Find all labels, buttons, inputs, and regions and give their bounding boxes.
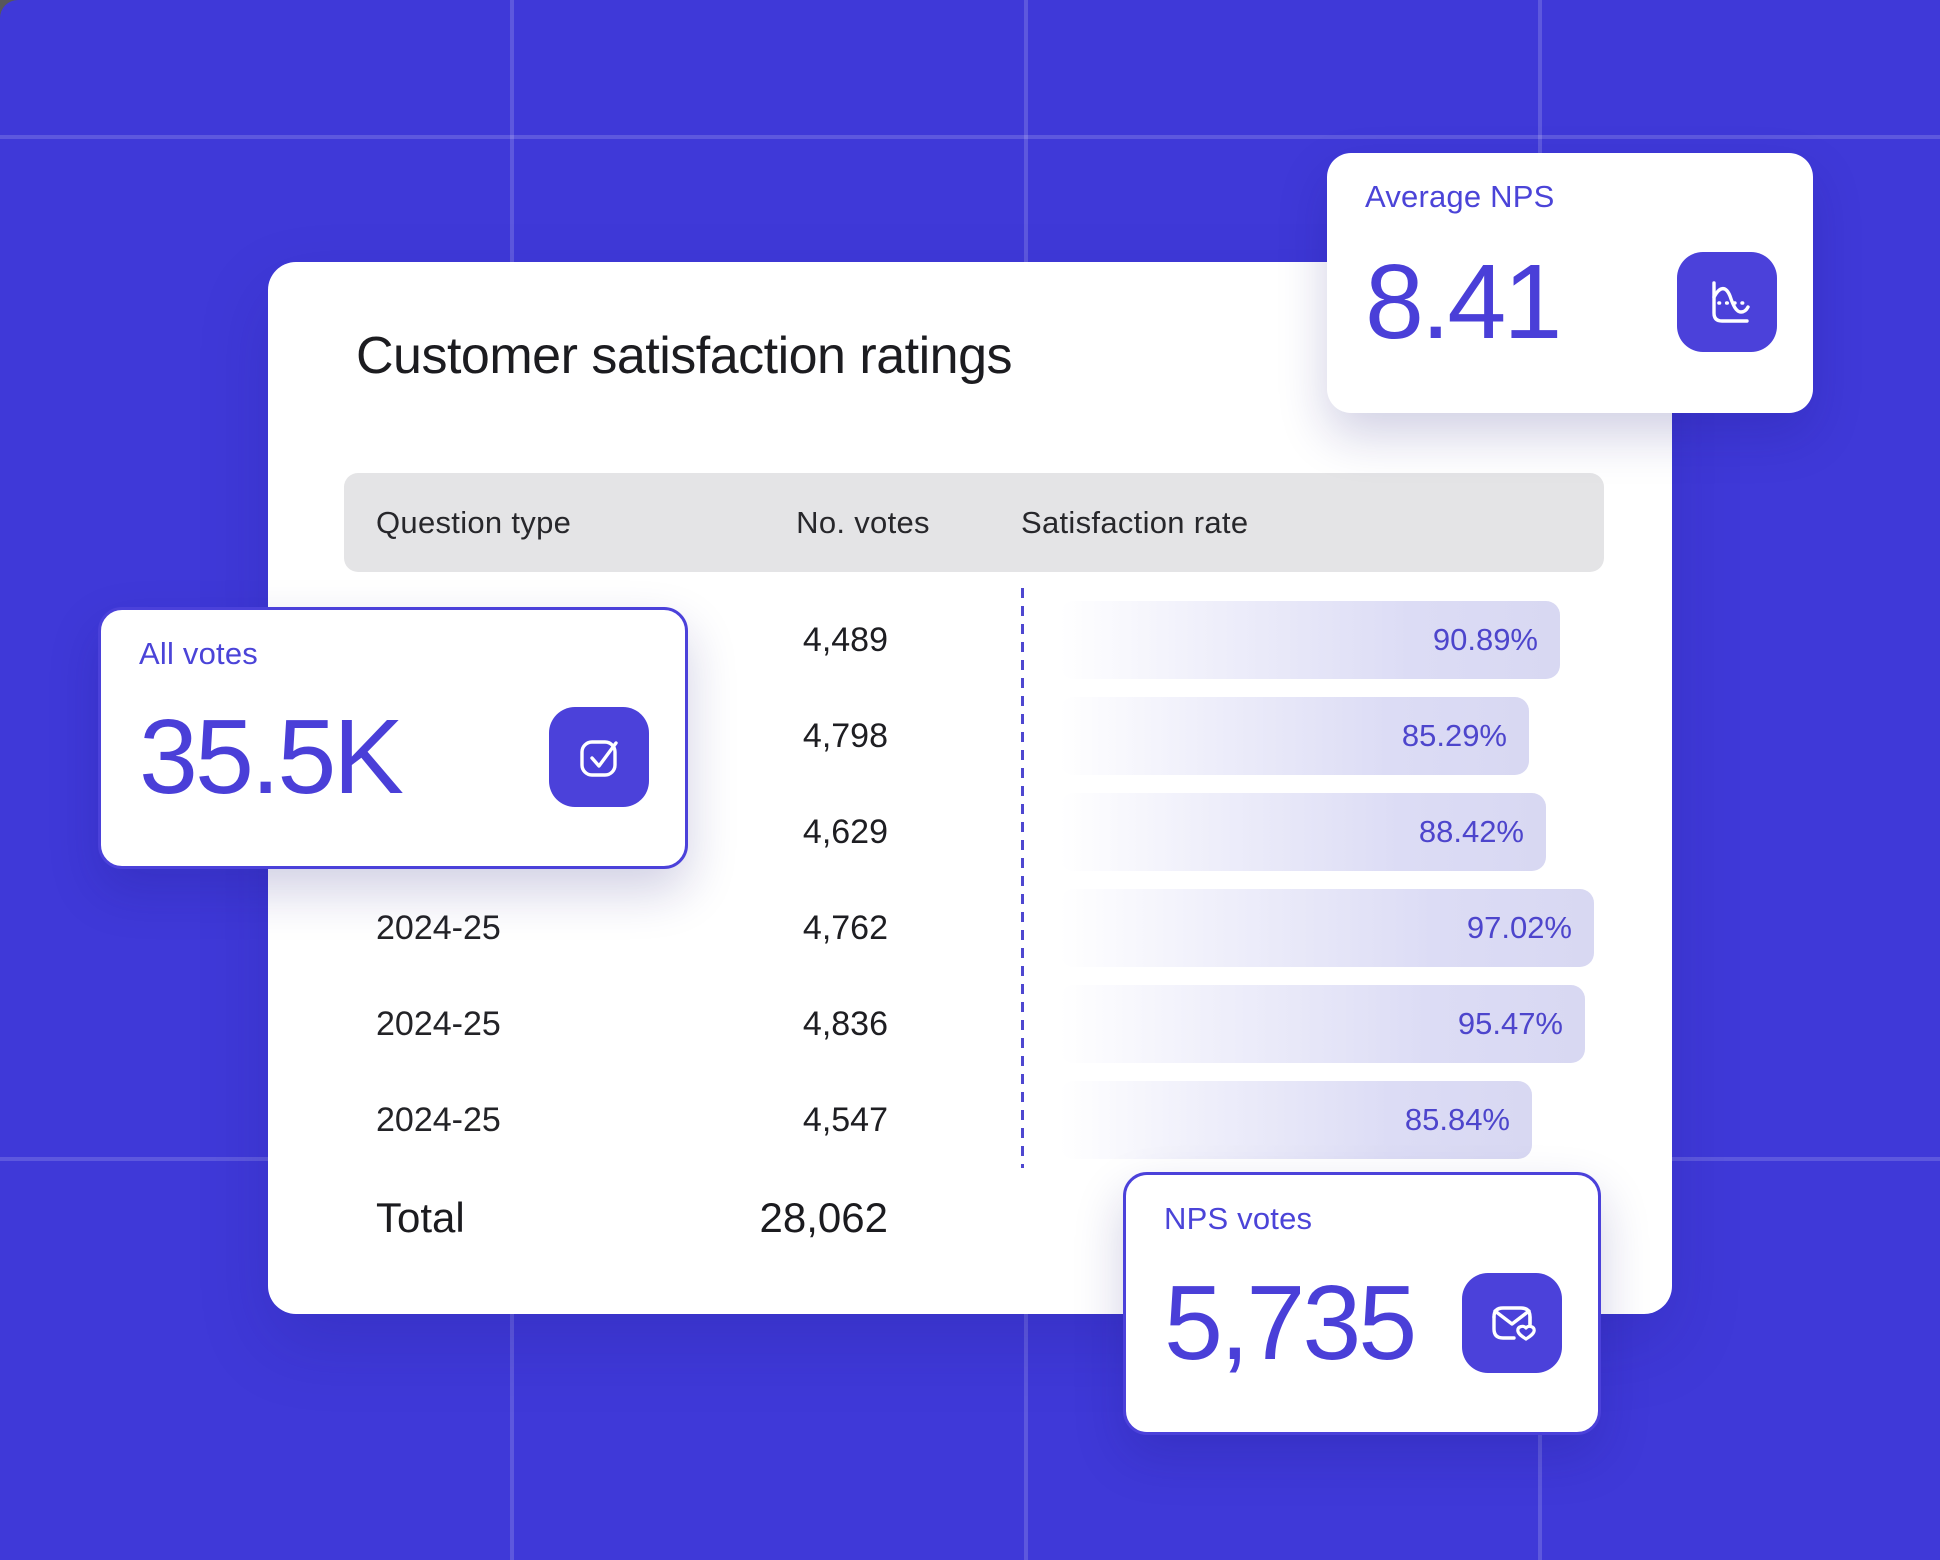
- average-nps-value: 8.41: [1365, 243, 1562, 361]
- column-header-votes: No. votes: [796, 505, 930, 540]
- dashed-divider: [1021, 588, 1024, 1168]
- satisfaction-bar: 95.47%: [1060, 985, 1585, 1063]
- total-votes-value: 28,062: [759, 1194, 888, 1241]
- all-votes-value: 35.5K: [139, 698, 404, 816]
- satisfaction-rate-value: 97.02%: [1466, 910, 1572, 945]
- column-header-satisfaction-rate: Satisfaction rate: [1021, 505, 1249, 540]
- votes-cell: 4,836: [802, 1005, 888, 1043]
- customer-satisfaction-card: Customer satisfaction ratings Question t…: [268, 262, 1672, 1314]
- question-type-cell: 2024-25: [376, 909, 501, 947]
- satisfaction-rate-value: 85.84%: [1404, 1102, 1510, 1137]
- mail-heart-icon[interactable]: [1462, 1272, 1562, 1373]
- table-row: 2024-25 4,762 97.02%: [268, 889, 1672, 967]
- table-header: Question type No. votes Satisfaction rat…: [344, 473, 1604, 572]
- satisfaction-bar: 88.42%: [1060, 793, 1546, 871]
- satisfaction-bar: 97.02%: [1060, 889, 1594, 967]
- total-label: Total: [376, 1194, 465, 1241]
- satisfaction-rate-value: 88.42%: [1418, 814, 1524, 849]
- line-chart-icon[interactable]: [1677, 252, 1777, 352]
- nps-votes-value: 5,735: [1164, 1263, 1417, 1382]
- checkbox-check-icon[interactable]: [549, 707, 649, 807]
- table-row: 4,798 85.29%: [268, 697, 1672, 775]
- table-total-row: Total 28,062: [268, 1188, 1672, 1248]
- satisfaction-rate-value: 95.47%: [1457, 1006, 1563, 1041]
- question-type-cell: 2024-25: [376, 1101, 501, 1139]
- table-row: 4,629 88.42%: [268, 793, 1672, 871]
- question-type-cell: 2024-25: [376, 1005, 501, 1043]
- table-row: 2024-25 4,836 95.47%: [268, 985, 1672, 1063]
- satisfaction-rate-value: 90.89%: [1432, 622, 1538, 657]
- nps-votes-card: NPS votes 5,735: [1123, 1172, 1601, 1435]
- votes-cell: 4,547: [802, 1101, 888, 1139]
- satisfaction-bar: 85.84%: [1060, 1081, 1532, 1159]
- average-nps-card: Average NPS 8.41: [1327, 153, 1813, 413]
- all-votes-card: All votes 35.5K: [98, 607, 688, 869]
- table-row: 2024-25 4,547 85.84%: [268, 1081, 1672, 1159]
- satisfaction-rate-value: 85.29%: [1401, 718, 1507, 753]
- nps-votes-label: NPS votes: [1164, 1201, 1313, 1236]
- grid-line-horizontal: [0, 135, 1940, 139]
- votes-cell: 4,629: [802, 813, 888, 851]
- all-votes-label: All votes: [139, 636, 258, 671]
- column-header-question-type: Question type: [376, 505, 572, 540]
- table-row: 4,489 90.89%: [268, 601, 1672, 679]
- page-title: Customer satisfaction ratings: [356, 327, 1013, 385]
- satisfaction-bar: 85.29%: [1060, 697, 1529, 775]
- votes-cell: 4,489: [802, 621, 888, 659]
- satisfaction-bar: 90.89%: [1060, 601, 1560, 679]
- votes-cell: 4,798: [802, 717, 888, 755]
- votes-cell: 4,762: [802, 909, 888, 947]
- average-nps-label: Average NPS: [1365, 179, 1555, 214]
